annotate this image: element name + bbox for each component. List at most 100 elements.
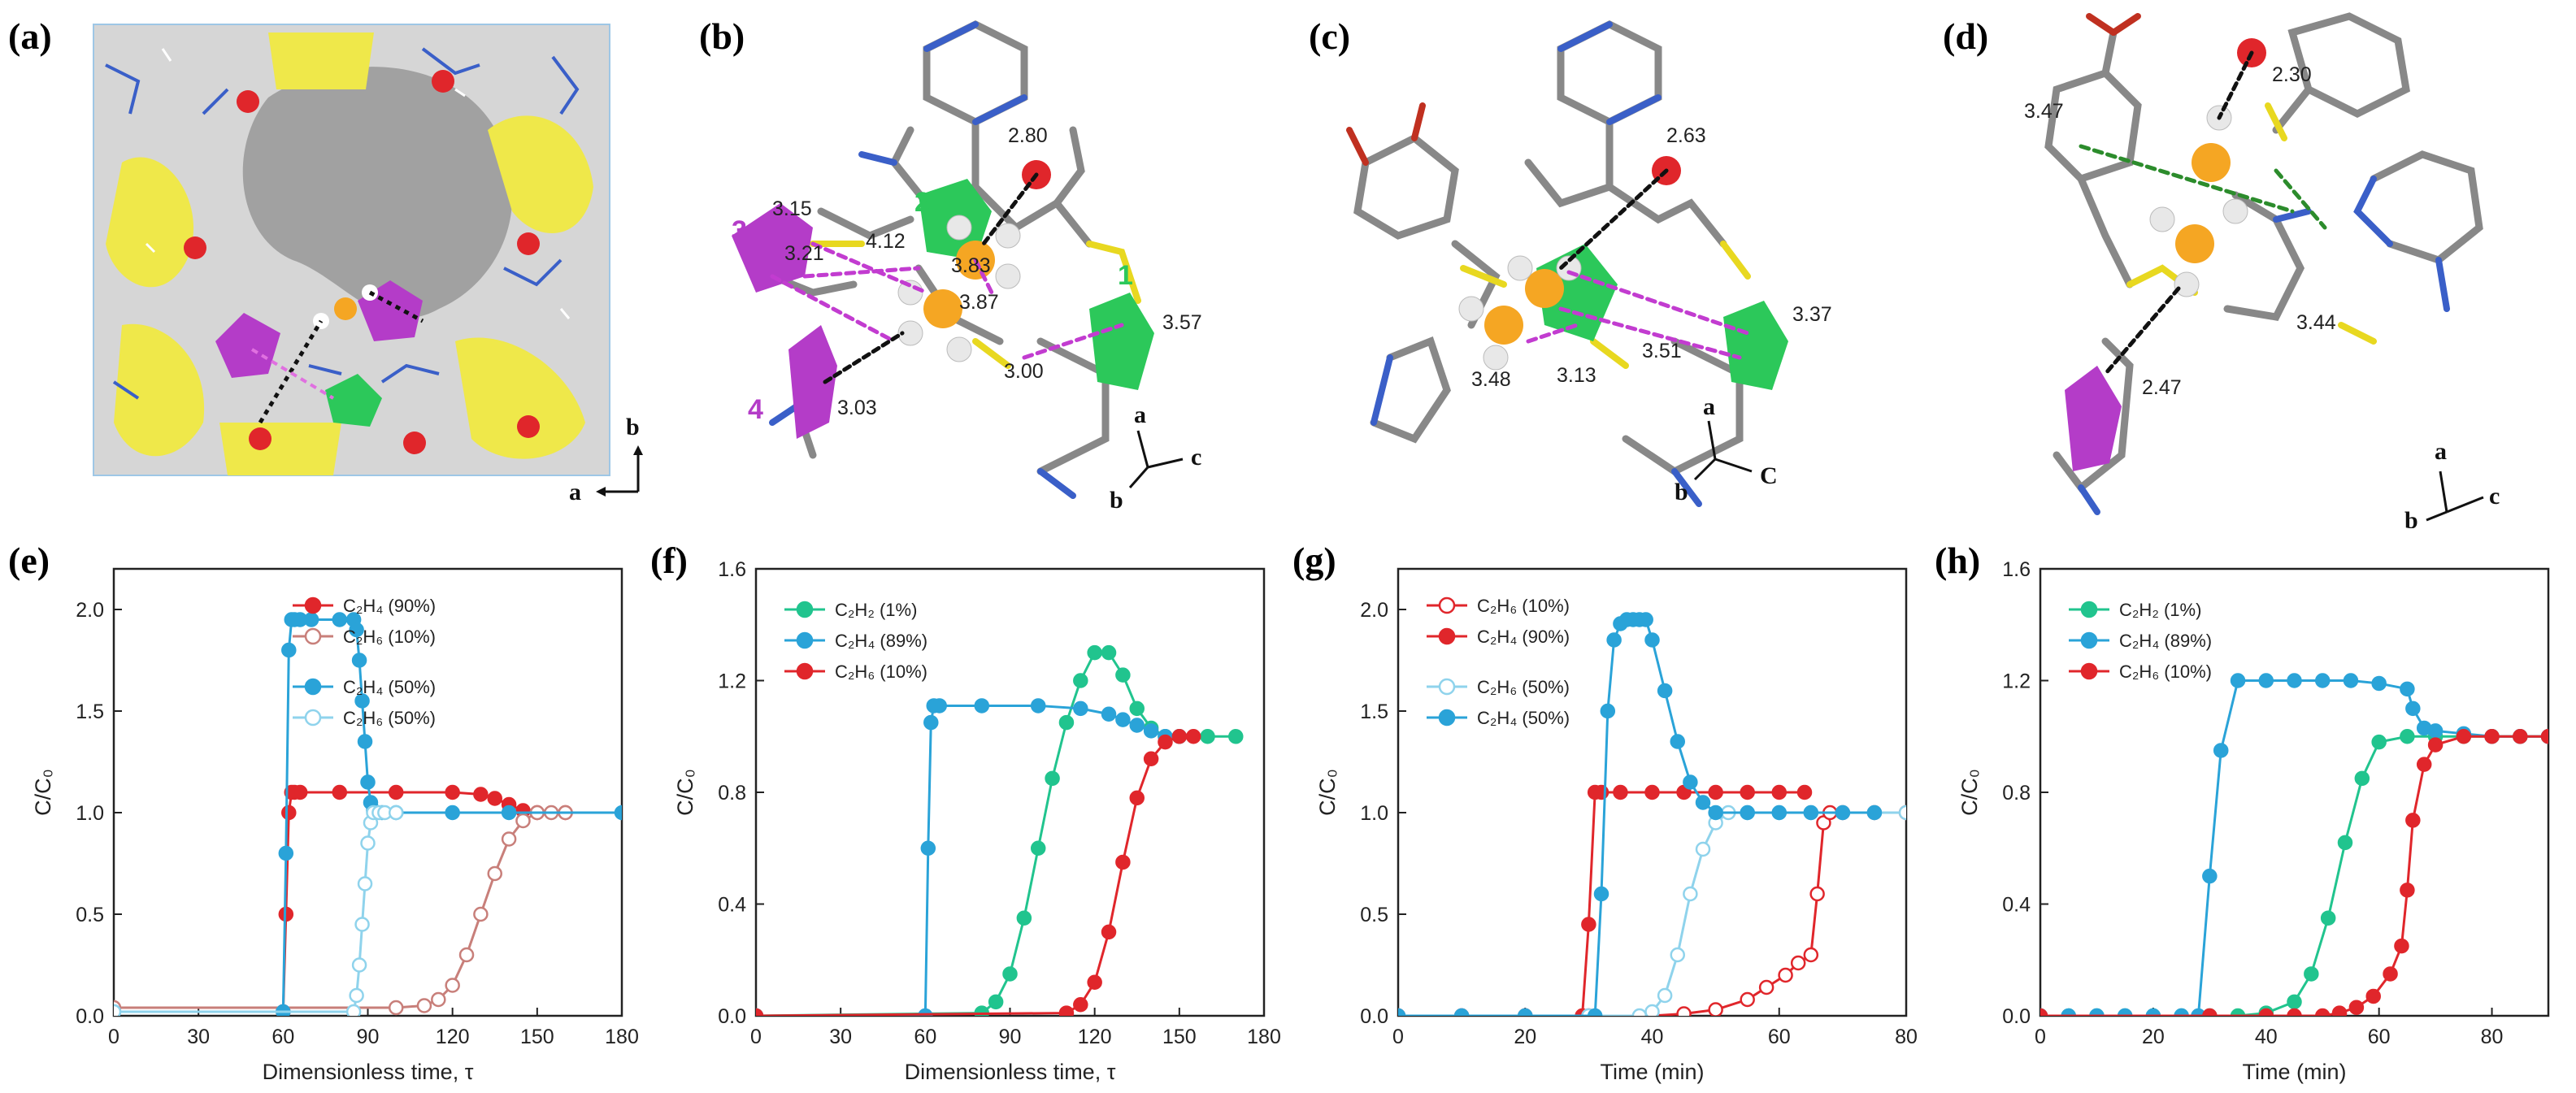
chart-g-series-3-point-13 (1657, 683, 1673, 699)
chart-f-series-1-point-3 (923, 714, 939, 731)
chart-e-series-1-point-7 (487, 865, 502, 882)
chart-g-legend-label-2: C₂H₆ (50%) (1477, 677, 1570, 697)
chart-e-legend-label-1: C₂H₆ (10%) (343, 627, 436, 647)
chart-f-plot-frame (754, 567, 1266, 1017)
chart-h-series-2-point-17 (2540, 729, 2548, 744)
chart-e-series-0-point-10 (473, 787, 489, 802)
chart-f-series-0-point-17 (1228, 729, 1244, 744)
chart-e-series-2-point-2 (278, 845, 294, 861)
chart-g-legend-marker-2 (1438, 678, 1456, 696)
chart-g-ytick-label-1: 0.5 (1360, 904, 1388, 926)
chart-g-series-2-point-7 (1670, 947, 1685, 963)
chart-f-ytick-label-3: 1.2 (718, 670, 746, 693)
panel-label-b: (b) (699, 15, 745, 57)
molecule-d: 2.30 3.47 3.44 2.47 (2024, 12, 2483, 515)
svg-text:3.03: 3.03 (837, 397, 877, 419)
panel-label-d: (d) (1943, 15, 1988, 57)
chart-f-ytick-label-4: 1.6 (718, 558, 746, 581)
svg-text:3.44: 3.44 (2296, 311, 2336, 334)
chart-e-series-1-point-9 (515, 813, 531, 829)
chart-g-series-1-point-13 (1796, 784, 1813, 800)
svg-text:2.63: 2.63 (1666, 124, 1706, 147)
chart-h-ytick-label-1: 0.4 (2002, 894, 2031, 917)
chart-h-series-0-point-14 (2371, 734, 2387, 750)
chart-e-series-3-point-5 (357, 876, 373, 891)
panel-label-g: (g) (1292, 540, 1336, 581)
chart-g-xtick-label-0: 0 (1392, 1026, 1404, 1048)
chart-g-legend-marker-0 (1438, 596, 1456, 614)
chart-h-series-2-point-8 (2383, 966, 2398, 982)
chart-f-series-0-point-4 (1016, 910, 1032, 926)
chart-h-series-2-point-14 (2456, 729, 2472, 744)
chart-e-legend-marker-3 (304, 709, 322, 726)
chart-g-ytick-label-3: 1.5 (1360, 700, 1388, 723)
chart-h-series-2-line (2040, 735, 2548, 1016)
chart-g-xtick-label-3: 60 (1768, 1026, 1791, 1048)
chart-g-series-3-point-4 (1593, 886, 1609, 902)
chart-f-series-0-point-5 (1030, 840, 1046, 856)
chart-e-series-2-point-12 (354, 693, 370, 709)
chart-g-series-2-point-5 (1644, 1004, 1660, 1016)
chart-e-xtick-label-1: 30 (187, 1026, 210, 1048)
chart-e-series-2-point-21 (614, 805, 622, 821)
chart-e-series-3-point-11 (388, 805, 404, 821)
chart-g-yaxis-title: C/C₀ (1315, 769, 1340, 816)
chart-h-series-0-point-7 (2230, 1008, 2246, 1016)
chart-f-series-1-point-8 (1073, 700, 1088, 717)
chart-f-series-0-point-16 (1200, 729, 1215, 744)
chart-h-ytick-label-4: 1.6 (2002, 558, 2031, 581)
svg-text:2.30: 2.30 (2272, 63, 2312, 86)
chart-f-series-1-point-6 (974, 698, 990, 713)
chart-e-series-2-point-20 (501, 805, 517, 821)
chart-h-series-1-point-1 (2061, 1008, 2076, 1016)
chart-g-legend-label-3: C₂H₄ (50%) (1477, 708, 1570, 728)
panel-label-e: (e) (8, 540, 50, 581)
chart-e-series-3-point-4 (354, 917, 370, 932)
chart-e-series-0-point-3 (281, 805, 297, 821)
panel-label-c: (c) (1309, 15, 1350, 57)
chart-g-legend-marker-1 (1438, 627, 1456, 645)
chart-f-series-2-point-6 (1129, 790, 1145, 806)
chart-e-series-2-point-14 (360, 774, 376, 790)
svg-text:3: 3 (732, 215, 747, 246)
svg-text:a: a (569, 479, 581, 505)
chart-h-series-2-point-15 (2484, 729, 2500, 744)
chart-g-series-2-point-6 (1657, 987, 1673, 1004)
chart-h-series-2-point-0 (2040, 1008, 2048, 1016)
chart-f-series-0-point-7 (1058, 714, 1075, 731)
chart-h-plot-frame (2039, 567, 2550, 1017)
chart-e-legend-marker-0 (304, 596, 322, 614)
svg-text:2: 2 (914, 187, 930, 218)
chart-h-series-0-point-15 (2400, 729, 2415, 744)
chart-g-series-2-point-8 (1683, 886, 1698, 902)
chart-e-series-3-point-6 (360, 835, 376, 851)
chart-f-legend-label-1: C₂H₄ (89%) (835, 631, 927, 651)
chart-f-series-1-point-7 (1030, 698, 1046, 713)
chart-e-xtick-label-5: 150 (520, 1026, 554, 1048)
chart-e-series-3-point-3 (351, 957, 367, 973)
svg-text:3.57: 3.57 (1162, 311, 1202, 334)
chart-h-series-1-point-5 (2174, 1008, 2189, 1016)
svg-text:3.00: 3.00 (1004, 360, 1044, 383)
chart-e-series-3-point-1 (345, 1004, 362, 1016)
svg-text:3.21: 3.21 (784, 242, 824, 265)
chart-e-series-1-point-2 (416, 998, 432, 1013)
svg-text:1: 1 (1118, 260, 1133, 291)
chart-h-xtick-label-3: 60 (2368, 1026, 2391, 1048)
chart-f-legend-label-0: C₂H₂ (1%) (835, 600, 917, 620)
chart-g-series-3-point-3 (1587, 1008, 1603, 1016)
chart-e-legend-marker-1 (304, 627, 322, 645)
chart-h-series-2-point-1 (2202, 1008, 2218, 1016)
chart-h-series-2-point-7 (2365, 988, 2381, 1004)
chart-e-xtick-label-3: 90 (357, 1026, 380, 1048)
chart-e-series-3-point-2 (349, 987, 364, 1004)
chart-e-series-1-point-6 (473, 906, 489, 922)
chart-e-series-2-point-3 (281, 642, 297, 658)
chart-h-series-1-point-13 (2343, 673, 2359, 688)
chart-g-xtick-label-4: 80 (1895, 1026, 1918, 1048)
chart-h-series-2-point-12 (2416, 757, 2432, 772)
chart-h-series-1-point-12 (2314, 673, 2331, 688)
chart-g-series-3-point-16 (1695, 795, 1711, 810)
chart-h-legend-label-2: C₂H₆ (10%) (2119, 661, 2212, 682)
chart-h-series-2-point-6 (2348, 1000, 2365, 1015)
